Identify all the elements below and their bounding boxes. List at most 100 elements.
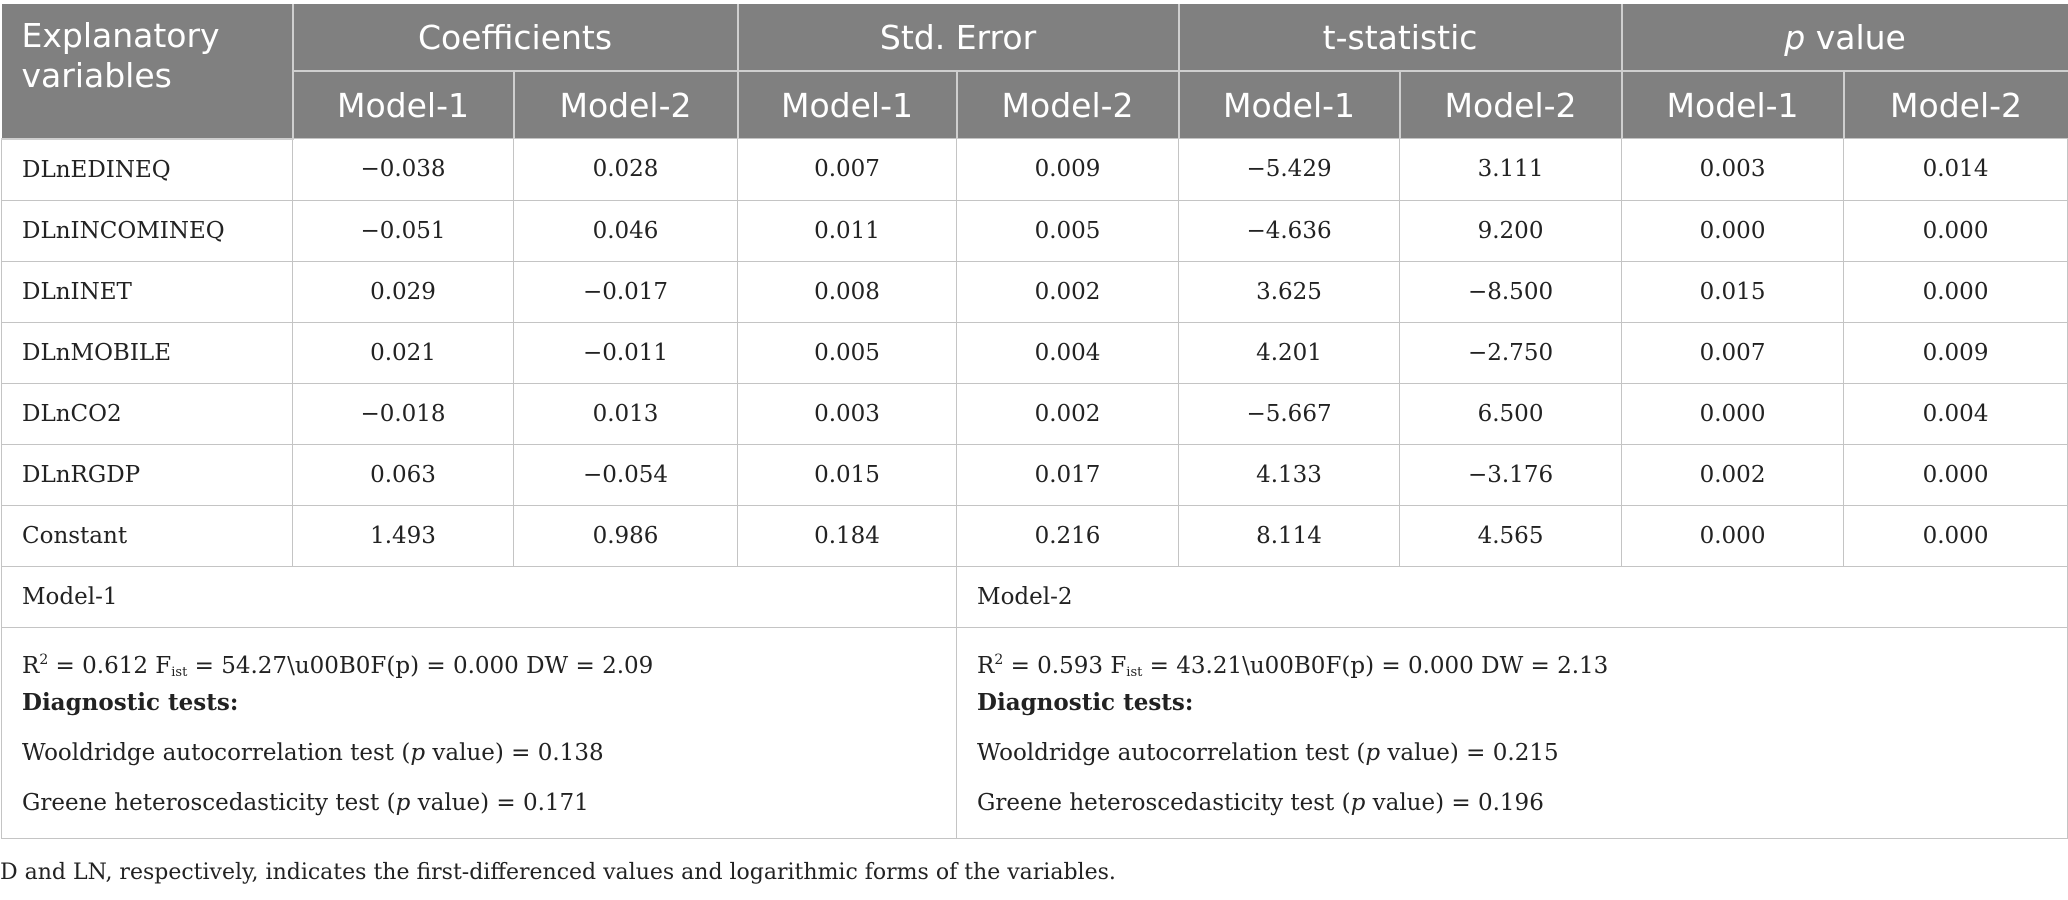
cell-p-m2: 0.000 — [1843, 504, 2068, 567]
cell-p-m2: 0.014 — [1843, 138, 2068, 201]
greene-p: p — [1350, 789, 1366, 816]
model-2-wooldridge-test: Wooldridge autocorrelation test (p value… — [977, 728, 2067, 778]
cell-coef-m2: 0.028 — [512, 138, 739, 201]
cell-se-m1: 0.008 — [737, 260, 958, 323]
table-row: DLnCO2 −0.018 0.013 0.003 0.002 −5.667 6… — [1, 382, 2068, 445]
cell-p-m2: 0.000 — [1843, 199, 2068, 262]
cell-se-m1: 0.184 — [737, 504, 958, 567]
r-squared-superscript: 2 — [39, 651, 49, 668]
model-1-greene-test: Greene heteroscedasticity test (p value)… — [22, 778, 956, 828]
header-se-model-1: Model-1 — [737, 71, 958, 139]
wooldridge-value: value) = 0.215 — [1380, 739, 1559, 766]
cell-coef-m2: 0.986 — [512, 504, 739, 567]
cell-variable: DLnINET — [1, 260, 293, 323]
wooldridge-label: Wooldridge autocorrelation test ( — [977, 739, 1366, 766]
cell-t-m2: −3.176 — [1399, 443, 1623, 506]
cell-variable: Constant — [1, 504, 293, 567]
cell-coef-m2: 0.046 — [512, 199, 739, 262]
cell-p-m1: 0.000 — [1621, 199, 1845, 262]
cell-t-m2: −2.750 — [1399, 321, 1623, 384]
cell-p-m1: 0.000 — [1621, 382, 1845, 445]
cell-variable: DLnMOBILE — [1, 321, 293, 384]
cell-se-m2: 0.004 — [956, 321, 1180, 384]
table-body: DLnEDINEQ −0.038 0.028 0.007 0.009 −5.42… — [0, 138, 2068, 839]
cell-se-m1: 0.015 — [737, 443, 958, 506]
cell-t-m2: 9.200 — [1399, 199, 1623, 262]
header-p-model-2: Model-2 — [1843, 71, 2068, 139]
cell-variable: DLnCO2 — [1, 382, 293, 445]
f-subscript: ist — [171, 664, 188, 680]
header-coefficients: Coefficients — [292, 4, 739, 72]
header-t-model-2: Model-2 — [1399, 71, 1623, 139]
r-squared-superscript: 2 — [994, 651, 1004, 668]
r-squared-value: = 0.593 F — [1003, 652, 1127, 679]
cell-se-m1: 0.005 — [737, 321, 958, 384]
header-std-error: Std. Error — [737, 4, 1180, 72]
regression-table-container: Explanatory variables Coefficients Std. … — [0, 4, 2068, 839]
table-row: DLnINET 0.029 −0.017 0.008 0.002 3.625 −… — [1, 260, 2068, 323]
cell-coef-m2: −0.011 — [512, 321, 739, 384]
cell-t-m1: −5.429 — [1178, 138, 1401, 201]
cell-t-m1: 4.201 — [1178, 321, 1401, 384]
cell-p-m2: 0.000 — [1843, 260, 2068, 323]
footer-model-titles-row: Model-1 Model-2 — [0, 565, 2068, 628]
cell-p-m1: 0.003 — [1621, 138, 1845, 201]
header-p-value: p value — [1621, 4, 2068, 72]
cell-variable: DLnINCOMINEQ — [1, 199, 293, 262]
cell-t-m1: −4.636 — [1178, 199, 1401, 262]
table-footnote: D and LN, respectively, indicates the fi… — [0, 860, 1116, 885]
cell-t-m2: 6.500 — [1399, 382, 1623, 445]
wooldridge-label: Wooldridge autocorrelation test ( — [22, 739, 411, 766]
cell-coef-m1: −0.038 — [292, 138, 514, 201]
wooldridge-p: p — [410, 739, 426, 766]
table-row: DLnEDINEQ −0.038 0.028 0.007 0.009 −5.42… — [1, 138, 2068, 201]
header-coef-model-1: Model-1 — [292, 71, 515, 139]
cell-coef-m1: −0.051 — [292, 199, 514, 262]
cell-se-m1: 0.007 — [737, 138, 958, 201]
footer-model-2-stats: R2 = 0.593 Fist = 43.21\u00B0F(p) = 0.00… — [956, 626, 2068, 839]
cell-se-m2: 0.009 — [956, 138, 1180, 201]
cell-se-m1: 0.011 — [737, 199, 958, 262]
cell-t-m1: 8.114 — [1178, 504, 1401, 567]
footer-statistics-row: R2 = 0.612 Fist = 54.27\u00B0F(p) = 0.00… — [0, 626, 2068, 839]
header-t-model-1: Model-1 — [1178, 71, 1401, 139]
cell-se-m2: 0.002 — [956, 382, 1180, 445]
cell-coef-m2: −0.054 — [512, 443, 739, 506]
wooldridge-p: p — [1365, 739, 1381, 766]
cell-p-m2: 0.009 — [1843, 321, 2068, 384]
cell-t-m2: 3.111 — [1399, 138, 1623, 201]
cell-p-m1: 0.015 — [1621, 260, 1845, 323]
model-2-greene-test: Greene heteroscedasticity test (p value)… — [977, 778, 2067, 828]
table-header: Explanatory variables Coefficients Std. … — [1, 4, 2068, 140]
greene-value: value) = 0.196 — [1365, 789, 1544, 816]
r-squared-value: = 0.612 F — [48, 652, 172, 679]
table-row: DLnMOBILE 0.021 −0.011 0.005 0.004 4.201… — [1, 321, 2068, 384]
f-dw-values: = 54.27\u00B0F(p) = 0.000 DW = 2.09 — [187, 652, 654, 679]
header-p-value-p: p — [1784, 17, 1806, 57]
cell-se-m2: 0.216 — [956, 504, 1180, 567]
cell-coef-m1: 0.063 — [292, 443, 514, 506]
cell-se-m2: 0.005 — [956, 199, 1180, 262]
table-row: Constant 1.493 0.986 0.184 0.216 8.114 4… — [1, 504, 2068, 567]
greene-label: Greene heteroscedasticity test ( — [977, 789, 1351, 816]
footer-model-1-stats: R2 = 0.612 Fist = 54.27\u00B0F(p) = 0.00… — [0, 626, 958, 839]
cell-variable: DLnEDINEQ — [1, 138, 293, 201]
header-coef-model-2: Model-2 — [513, 71, 739, 139]
header-se-model-2: Model-2 — [956, 71, 1180, 139]
cell-se-m2: 0.017 — [956, 443, 1180, 506]
cell-t-m2: 4.565 — [1399, 504, 1623, 567]
greene-label: Greene heteroscedasticity test ( — [22, 789, 396, 816]
regression-table: Explanatory variables Coefficients Std. … — [0, 4, 2068, 839]
cell-t-m1: 3.625 — [1178, 260, 1401, 323]
f-subscript: ist — [1126, 664, 1143, 680]
r-symbol: R — [977, 652, 995, 679]
cell-p-m1: 0.007 — [1621, 321, 1845, 384]
cell-variable: DLnRGDP — [1, 443, 293, 506]
cell-p-m1: 0.000 — [1621, 504, 1845, 567]
table-row: DLnINCOMINEQ −0.051 0.046 0.011 0.005 −4… — [1, 199, 2068, 262]
wooldridge-value: value) = 0.138 — [425, 739, 604, 766]
model-1-diagnostic-title: Diagnostic tests: — [22, 688, 239, 716]
footer-model-2-title: Model-2 — [956, 565, 2068, 628]
greene-value: value) = 0.171 — [410, 789, 589, 816]
cell-coef-m1: 0.029 — [292, 260, 514, 323]
